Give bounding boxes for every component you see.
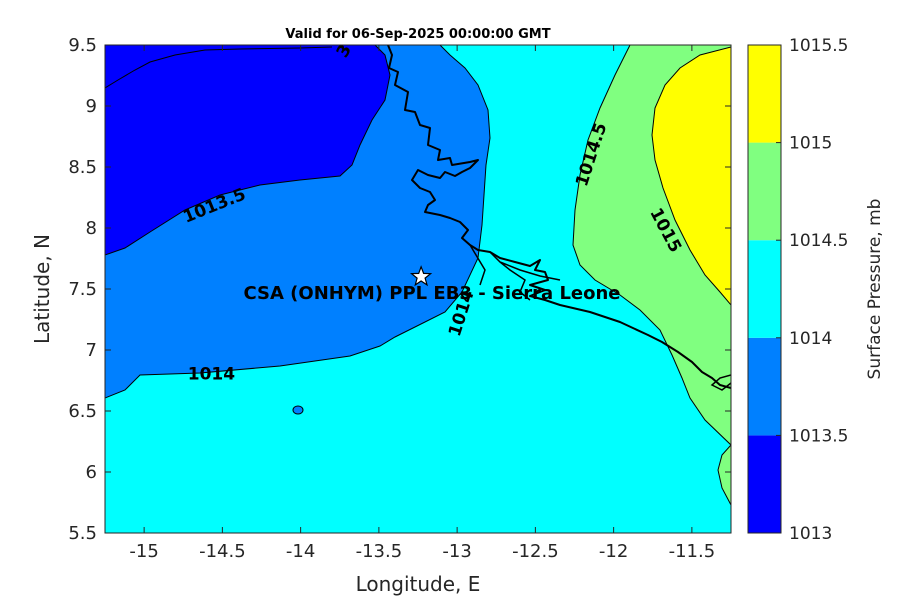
x-tick-label: -12.5 [512, 541, 559, 562]
y-tick-label: 6 [86, 462, 97, 483]
colorbar-tick-label: 1015 [789, 134, 832, 154]
x-tick-label: -13.5 [356, 541, 403, 562]
colorbar-tick-label: 1015.5 [789, 36, 848, 56]
colorbar-tick-label: 1014 [789, 329, 832, 349]
y-tick-label: 7.5 [68, 279, 97, 300]
contour-1013-inner [105, 46, 333, 89]
colorbar-swatch [748, 337, 781, 436]
map-title: Valid for 06-Sep-2025 00:00:00 GMT [285, 27, 550, 42]
colorbar-frame [747, 44, 782, 534]
x-tick-label: -12 [599, 541, 628, 562]
x-axis-label: Longitude, E [356, 572, 481, 596]
small-low-blob [292, 405, 304, 415]
x-tick-label: -14 [286, 541, 315, 562]
contour-label: 1014 [188, 364, 235, 384]
x-tick-label: -15 [129, 541, 158, 562]
coastline [387, 45, 731, 389]
y-tick-label: 7 [86, 340, 97, 361]
colorbar-label: Surface Pressure, mb [865, 199, 885, 380]
site-star-icon [409, 265, 433, 287]
colorbar-swatch [748, 240, 781, 338]
y-axis-label: Latitude, N [30, 234, 54, 344]
coastline-branch [469, 244, 731, 391]
colorbar-swatch [748, 45, 781, 143]
band-1015-1015.5 [651, 46, 731, 306]
x-tick-label: -13 [442, 541, 471, 562]
y-tick-label: 9 [86, 96, 97, 117]
y-tick-label: 9.5 [68, 35, 97, 56]
colorbar-tick-label: 1013.5 [789, 426, 848, 446]
site-label: CSA (ONHYM) PPL EB3 - Sierra Leone [243, 283, 620, 304]
band-1014.5-se [717, 444, 731, 506]
y-axis: 5.5 6 6.5 7 7.5 8 8.5 9 9.5 [68, 35, 731, 544]
colorbar-tick-label: 1013 [789, 524, 832, 544]
colorbar-swatch [748, 435, 781, 533]
y-tick-label: 8.5 [68, 157, 97, 178]
colorbar-tick-label: 1014.5 [789, 231, 848, 251]
x-tick-label: -14.5 [199, 541, 246, 562]
colorbar: 1013 1013.5 1014 1014.5 1015 1015.5 [747, 36, 848, 544]
x-tick-label: -11.5 [669, 541, 716, 562]
x-axis: -15 -14.5 -14 -13.5 -13 -12.5 -12 -11.5 [129, 45, 715, 562]
y-tick-label: 5.5 [68, 523, 97, 544]
y-tick-label: 6.5 [68, 401, 97, 422]
colorbar-swatch [748, 142, 781, 241]
y-tick-label: 8 [86, 218, 97, 239]
